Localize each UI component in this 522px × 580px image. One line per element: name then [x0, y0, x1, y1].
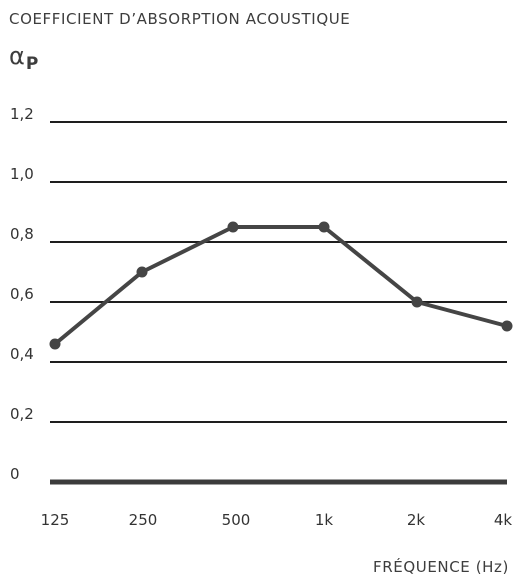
gridlines — [50, 121, 507, 485]
y-axis-subscript: P — [26, 54, 38, 74]
x-tick-labels: 125 250 500 1k 2k 4k — [41, 511, 513, 529]
data-point — [136, 266, 148, 278]
y-tick-label: 0,2 — [10, 405, 34, 423]
y-axis-label: αP — [9, 42, 38, 74]
y-tick-label: 1,0 — [10, 165, 34, 183]
y-axis-symbol: α — [9, 42, 25, 70]
x-tick-label: 250 — [129, 511, 158, 529]
y-tick-label: 0,4 — [10, 345, 34, 363]
data-point — [411, 296, 423, 308]
x-tick-label: 2k — [407, 511, 426, 529]
y-tick-label: 1,2 — [10, 105, 34, 123]
data-point — [227, 221, 239, 233]
y-tick-label: 0,6 — [10, 285, 34, 303]
y-tick-labels: 0 0,2 0,4 0,6 0,8 1,0 1,2 — [10, 105, 34, 483]
x-tick-label: 4k — [494, 511, 513, 529]
data-points — [49, 221, 513, 350]
y-tick-label: 0 — [10, 465, 20, 483]
data-point — [318, 221, 330, 233]
series-line — [53, 225, 509, 346]
x-tick-label: 125 — [41, 511, 70, 529]
x-axis-label: FRÉQUENCE (Hz) — [373, 557, 509, 576]
data-point — [501, 320, 513, 332]
x-tick-label: 500 — [222, 511, 251, 529]
data-point — [49, 338, 61, 350]
chart-title: COEFFICIENT D’ABSORPTION ACOUSTIQUE — [9, 10, 350, 28]
y-tick-label: 0,8 — [10, 225, 34, 243]
x-tick-label: 1k — [315, 511, 334, 529]
